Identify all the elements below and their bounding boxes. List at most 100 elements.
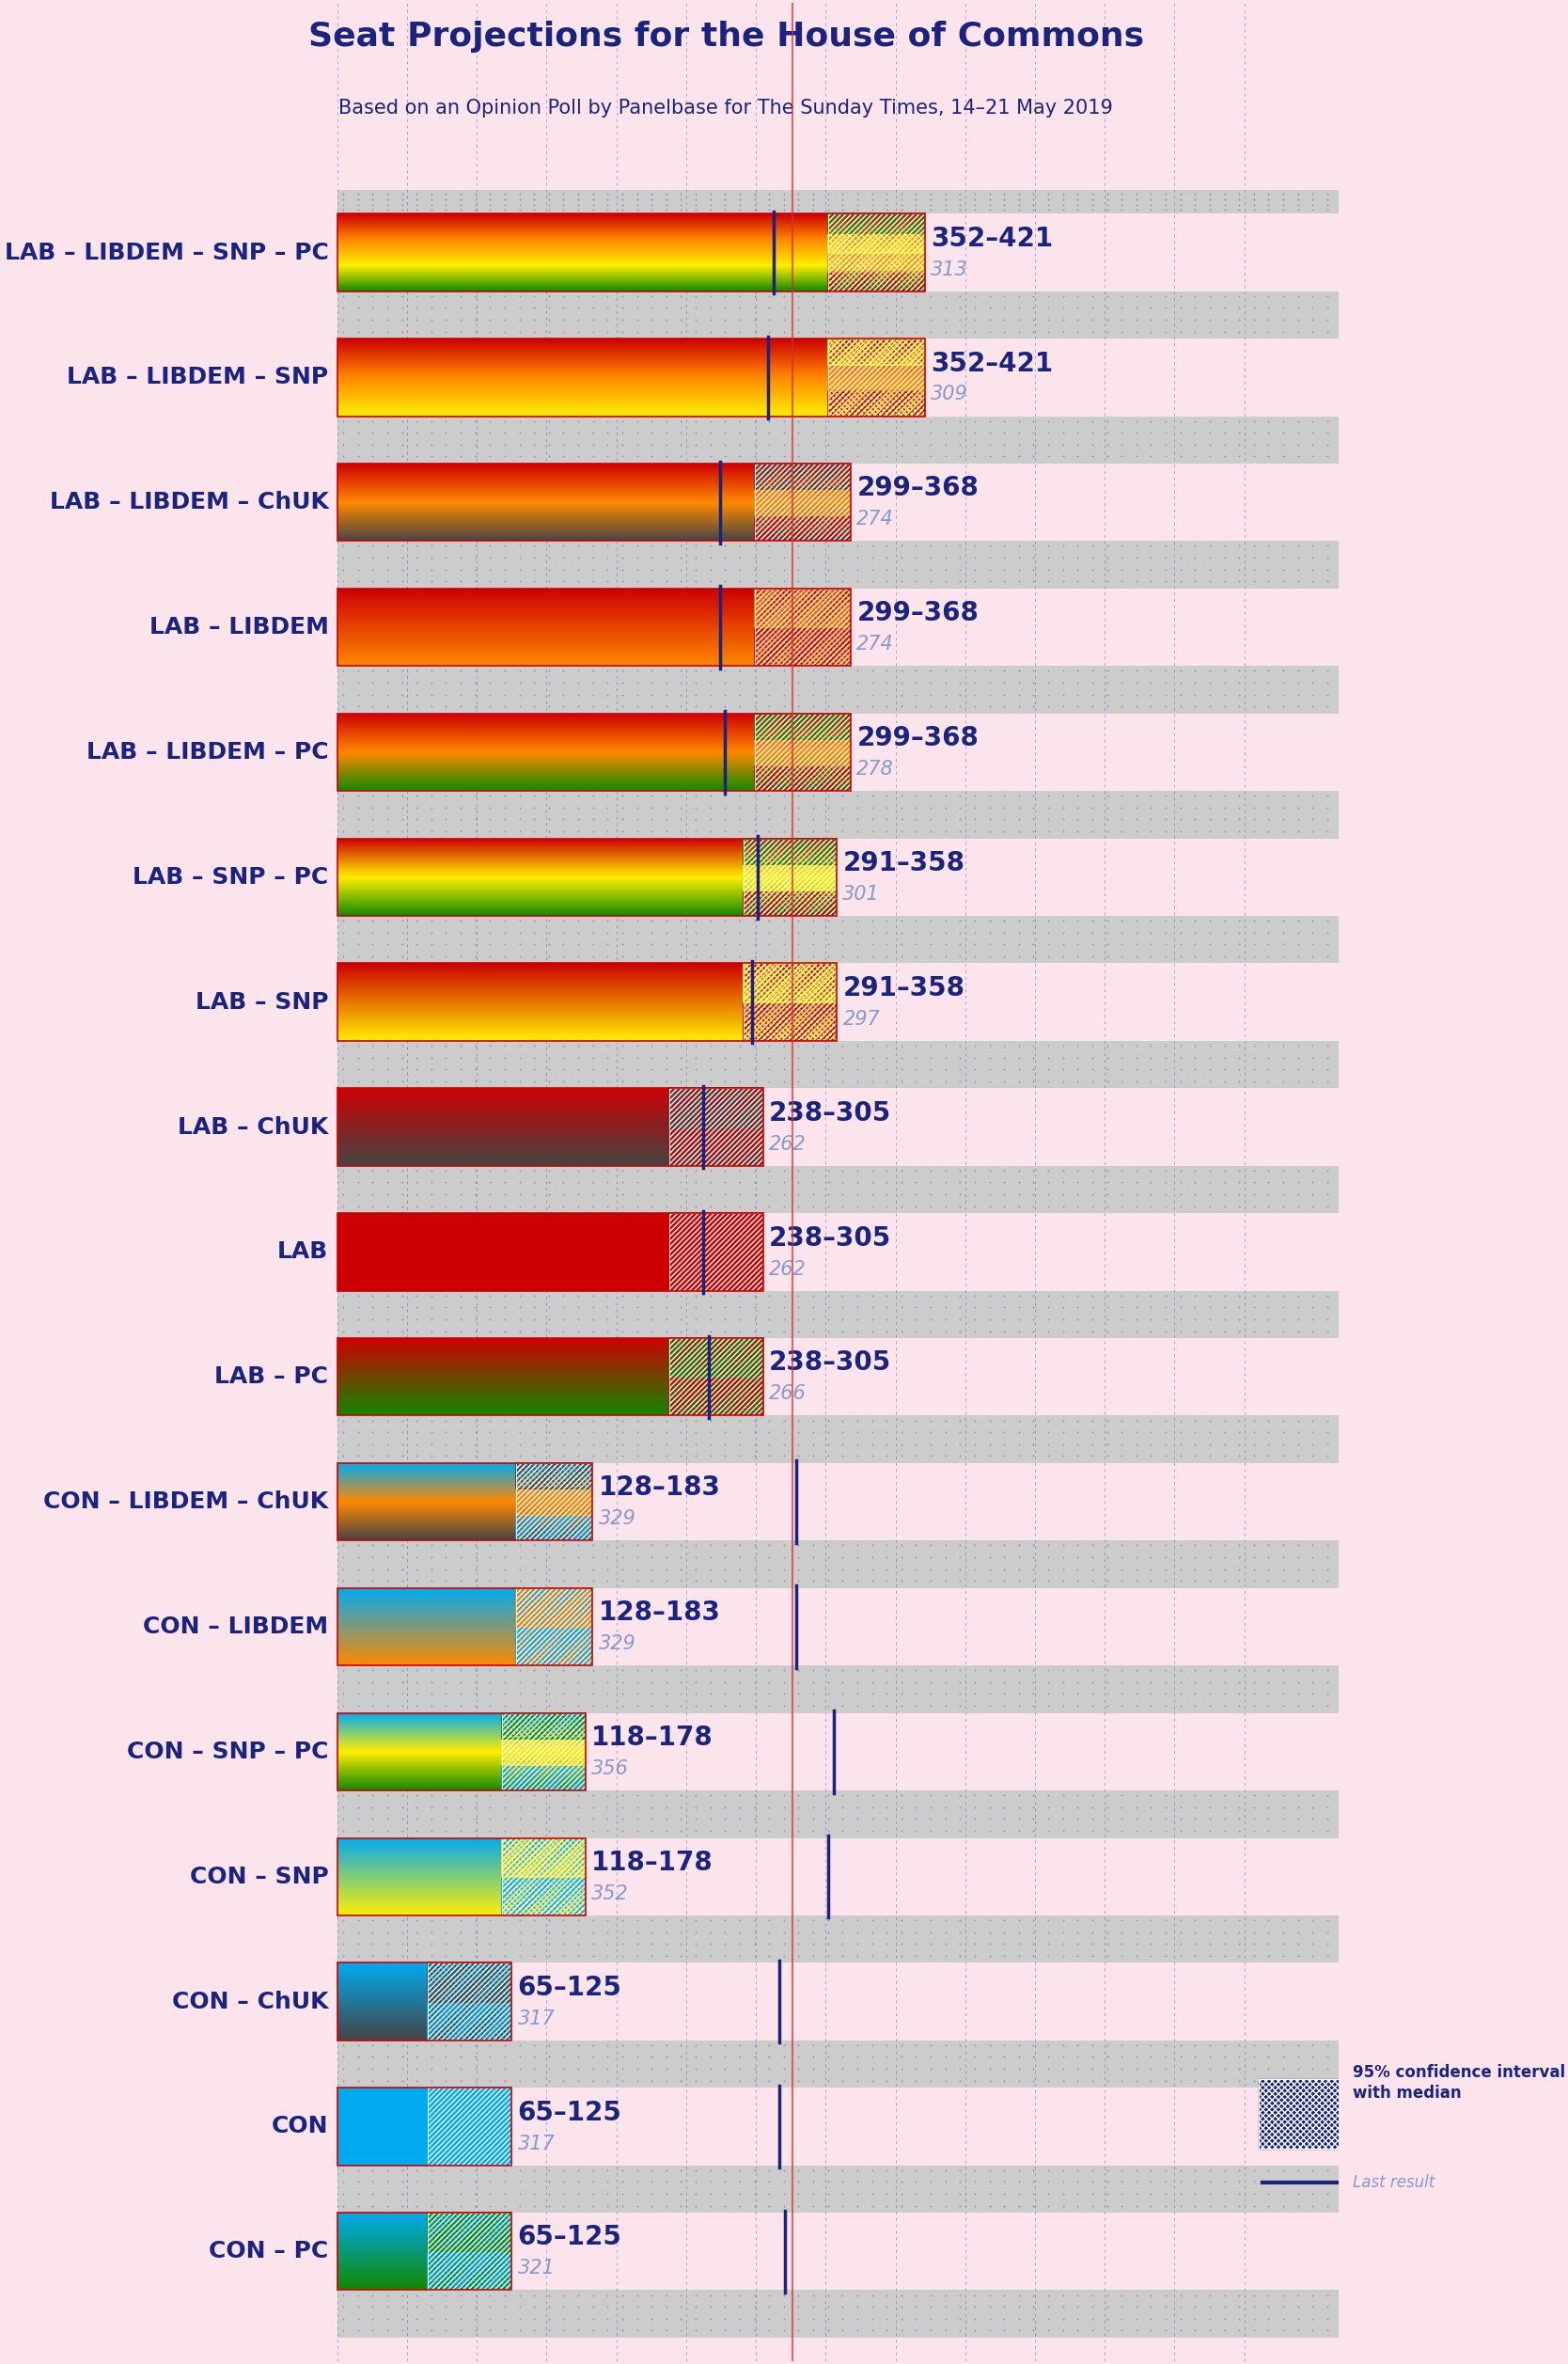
Bar [428, 2087, 511, 2165]
Bar [428, 2002, 511, 2040]
Text: 291–358: 291–358 [842, 851, 964, 877]
Bar [670, 1087, 764, 1165]
Bar [337, 1541, 1377, 1589]
Bar [828, 390, 925, 416]
Bar [337, 291, 1377, 338]
Text: LAB – PC: LAB – PC [215, 1366, 329, 1388]
Bar [743, 839, 837, 865]
Bar [337, 1338, 764, 1416]
Text: CON – LIBDEM: CON – LIBDEM [143, 1615, 329, 1638]
Text: 352–421: 352–421 [931, 350, 1054, 376]
Text: Seat Projections for the House of Commons: Seat Projections for the House of Common… [307, 21, 1143, 52]
Text: 128–183: 128–183 [599, 1600, 721, 1626]
Text: 238–305: 238–305 [768, 1099, 891, 1125]
Bar [502, 1764, 586, 1790]
Bar [337, 915, 1377, 965]
Bar [337, 2165, 1377, 2213]
Text: LAB: LAB [278, 1241, 329, 1262]
Bar [337, 1213, 764, 1291]
Bar [1259, 2080, 1347, 2149]
Bar [502, 1837, 586, 1877]
Text: 262: 262 [768, 1135, 806, 1154]
Text: 356: 356 [591, 1759, 629, 1778]
Bar [828, 364, 925, 390]
Bar [502, 1740, 586, 1764]
Bar [337, 1213, 764, 1291]
Bar [828, 213, 925, 291]
Bar [754, 740, 851, 766]
Text: 118–178: 118–178 [591, 1849, 713, 1877]
Text: 65–125: 65–125 [517, 2099, 622, 2125]
Bar [828, 272, 925, 291]
Bar [754, 589, 851, 667]
Text: 299–368: 299–368 [856, 475, 978, 501]
Bar [428, 1962, 511, 2002]
Text: 238–305: 238–305 [768, 1350, 891, 1376]
Bar [502, 1837, 586, 1915]
Bar [337, 792, 1377, 839]
Bar [337, 1589, 593, 1667]
Bar [743, 865, 837, 891]
Bar [754, 489, 851, 515]
Text: CON – SNP – PC: CON – SNP – PC [127, 1740, 329, 1764]
Bar [828, 213, 925, 234]
Text: 317: 317 [517, 2009, 555, 2028]
Text: 352: 352 [591, 1884, 629, 1903]
Text: 301: 301 [842, 884, 880, 903]
Bar [754, 714, 851, 792]
Bar [337, 1667, 1377, 1714]
Bar [337, 1291, 1377, 1338]
Bar [754, 463, 851, 541]
Text: CON: CON [271, 2116, 329, 2137]
Text: 266: 266 [768, 1385, 806, 1404]
Bar [428, 2251, 511, 2291]
Bar [337, 338, 925, 416]
Bar [337, 1837, 586, 1915]
Bar [428, 2213, 511, 2291]
Bar [428, 2087, 511, 2165]
Bar [337, 1416, 1377, 1463]
Text: CON – PC: CON – PC [209, 2241, 329, 2262]
Bar [828, 338, 925, 364]
Text: 329: 329 [599, 1634, 637, 1652]
Bar [337, 2087, 511, 2165]
Bar [337, 189, 1377, 213]
Text: LAB – SNP – PC: LAB – SNP – PC [133, 865, 329, 889]
Bar [670, 1087, 764, 1128]
Bar [670, 1338, 764, 1376]
Bar [337, 1463, 593, 1541]
Text: 329: 329 [599, 1511, 637, 1527]
Text: CON – LIBDEM – ChUK: CON – LIBDEM – ChUK [44, 1492, 329, 1513]
Bar [516, 1463, 593, 1541]
Text: LAB – LIBDEM – PC: LAB – LIBDEM – PC [86, 740, 329, 764]
Bar [337, 839, 837, 915]
Bar [516, 1463, 593, 1489]
Bar [670, 1376, 764, 1416]
Bar [337, 1087, 764, 1165]
Bar [754, 463, 851, 489]
Text: 65–125: 65–125 [517, 2225, 622, 2251]
Bar [670, 1128, 764, 1165]
Bar [670, 1338, 764, 1416]
Bar [337, 2087, 511, 2165]
Text: 65–125: 65–125 [517, 1974, 622, 2000]
Text: 274: 274 [856, 511, 894, 530]
Bar [828, 234, 925, 253]
Bar [337, 2213, 511, 2291]
Bar [502, 1877, 586, 1915]
Bar [743, 965, 837, 1002]
Bar [502, 1714, 586, 1790]
Text: LAB – LIBDEM – ChUK: LAB – LIBDEM – ChUK [50, 492, 329, 513]
Text: 278: 278 [856, 759, 894, 778]
Bar [337, 1714, 586, 1790]
Bar [337, 1040, 1377, 1087]
Bar [337, 416, 1377, 463]
Bar [337, 2291, 1377, 2338]
Text: 299–368: 299–368 [856, 726, 978, 752]
Bar [337, 541, 1377, 589]
Text: 274: 274 [856, 636, 894, 655]
Text: LAB – LIBDEM – SNP – PC: LAB – LIBDEM – SNP – PC [5, 241, 329, 265]
Bar [337, 1962, 511, 2040]
Bar [337, 213, 925, 291]
Bar [428, 1962, 511, 2040]
